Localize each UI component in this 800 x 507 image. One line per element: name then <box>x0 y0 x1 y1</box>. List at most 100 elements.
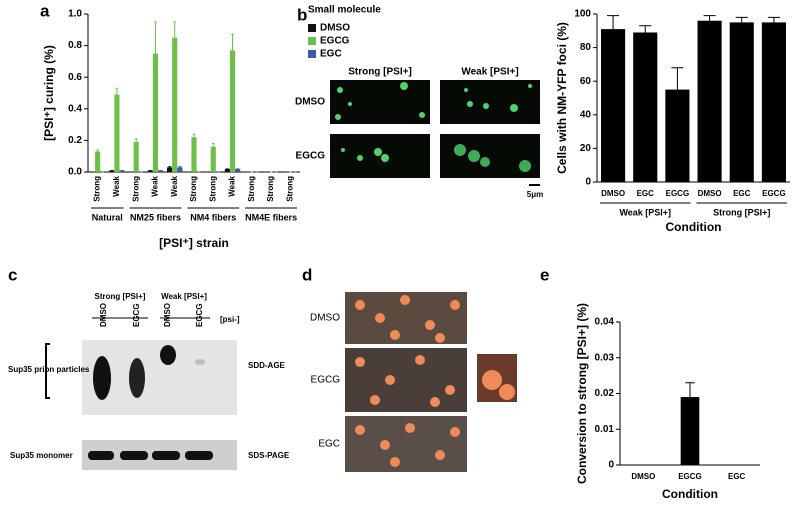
x-tick-label: DMSO <box>631 472 655 481</box>
legend-title: Small molecule <box>308 5 381 16</box>
bar <box>172 37 178 173</box>
x-axis-title: [PSI⁺] strain <box>159 236 229 250</box>
y-tick-label: 0.02 <box>595 388 615 399</box>
plate-image <box>345 416 467 472</box>
x-tick-label: EGCG <box>762 189 786 198</box>
plate-image <box>345 348 467 412</box>
bar <box>224 168 230 172</box>
band-label: Sup35 monomer <box>10 451 73 460</box>
error-bar <box>735 16 748 23</box>
panel-label: a <box>40 1 50 20</box>
lane-label: EGCG <box>195 303 204 327</box>
method-label: SDD-AGE <box>248 361 286 370</box>
error-bar <box>211 143 215 147</box>
y-axis-title: Conversion to strong [PSI+] (%) <box>575 303 589 484</box>
x-tick-label: Weak <box>151 175 160 196</box>
error-bar <box>671 67 684 90</box>
x-tick-label: Weak <box>112 175 121 196</box>
x-tick-label: DMSO <box>698 189 722 198</box>
x-axis-title: Condition <box>666 220 722 234</box>
x-tick-label: Strong <box>266 176 275 202</box>
bar <box>152 53 159 172</box>
group-label: NM25 fibers <box>130 212 181 222</box>
x-tick-label: Weak <box>170 175 179 196</box>
error-bar <box>178 165 182 168</box>
error-bar <box>173 21 177 38</box>
bar <box>95 151 101 172</box>
row-label: DMSO <box>310 313 340 324</box>
column-label: Strong [PSI+] <box>348 67 412 78</box>
bar <box>191 137 197 172</box>
bar <box>761 22 786 183</box>
x-tick-label: EGC <box>728 472 746 481</box>
plates <box>345 292 517 472</box>
panel-label: b <box>297 5 307 24</box>
x-tick-label: EGC <box>733 189 751 198</box>
cells <box>335 82 532 172</box>
row-label: DMSO <box>295 97 325 108</box>
error-bar <box>607 15 620 30</box>
x-tick-label: EGCG <box>666 189 690 198</box>
error-bar <box>96 149 99 152</box>
error-bar <box>192 133 196 138</box>
band-label: Sup35 prion particles <box>8 365 90 374</box>
row-label: EGCG <box>296 151 326 162</box>
y-axis-title: Cells with NM-YFP foci (%) <box>555 22 569 174</box>
lane-label: DMSO <box>163 303 172 327</box>
error-bar <box>231 34 234 51</box>
bar <box>109 170 115 172</box>
y-tick-label: 0.04 <box>595 317 615 328</box>
legend-swatch <box>308 24 316 32</box>
y-tick-label: 0.03 <box>595 352 615 363</box>
y-tick-label: 0.4 <box>68 103 82 114</box>
micrographs <box>330 80 540 186</box>
bar <box>601 29 626 183</box>
lane-label: EGCG <box>132 303 141 327</box>
panel-label: e <box>540 265 549 284</box>
bar <box>119 170 125 172</box>
legend-label: DMSO <box>320 23 350 34</box>
y-tick-label: 0.01 <box>595 424 615 435</box>
bar <box>680 397 700 465</box>
y-tick-label: 0.2 <box>68 135 82 146</box>
legend-swatch <box>308 50 316 58</box>
method-label: SDS-PAGE <box>248 451 290 460</box>
x-tick-label: Strong <box>285 176 294 202</box>
bar <box>210 146 216 172</box>
x-tick-label: DMSO <box>601 189 625 198</box>
y-tick-label: 0.6 <box>68 72 82 83</box>
bar <box>158 170 164 172</box>
strain-label: Strong [PSI+] <box>95 292 146 301</box>
y-tick-label: 80 <box>580 42 592 53</box>
error-bar <box>767 16 780 23</box>
strain-label: Weak [PSI+] <box>161 292 207 301</box>
x-tick-label: Strong <box>131 176 140 202</box>
bar <box>729 22 754 183</box>
panel-label: c <box>8 265 17 284</box>
row-label: EGCG <box>311 375 341 386</box>
x-tick-label: Strong <box>247 176 256 202</box>
error-bar <box>134 138 138 142</box>
group-label: NM4 fibers <box>190 212 236 222</box>
bar <box>665 89 690 182</box>
error-bar <box>685 382 695 398</box>
error-bar <box>703 15 716 21</box>
y-tick-label: 0.8 <box>68 40 82 51</box>
panel-label: d <box>302 265 312 284</box>
y-tick-label: 20 <box>580 143 592 154</box>
micrograph <box>330 80 430 124</box>
error-bar <box>168 165 171 168</box>
error-bar <box>639 25 652 33</box>
x-tick-label: EGC <box>637 189 655 198</box>
bar <box>133 141 139 172</box>
y-axis-title: [PSI⁺] curing (%) <box>42 45 56 141</box>
legend-label: EGC <box>320 49 342 60</box>
row-label: EGC <box>318 439 340 450</box>
gel <box>45 317 237 470</box>
bar <box>697 20 722 182</box>
x-tick-label: Strong <box>189 176 198 202</box>
bar <box>229 50 236 173</box>
y-tick-label: 1.0 <box>68 9 82 20</box>
lane-label: [psi-] <box>220 315 240 324</box>
